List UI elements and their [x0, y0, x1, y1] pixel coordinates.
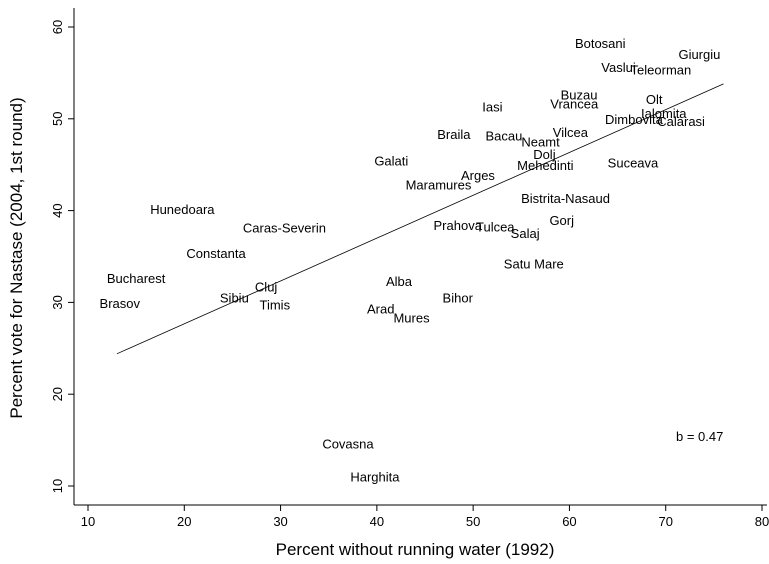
- point-label: Buzau: [561, 87, 598, 102]
- point-label: Iasi: [482, 99, 502, 114]
- point-label: Brasov: [100, 296, 141, 311]
- point-label: Galati: [374, 154, 408, 169]
- point-label: Mehedinti: [517, 158, 573, 173]
- point-label: Neamt: [521, 134, 560, 149]
- point-label: Salaj: [511, 226, 540, 241]
- point-label: Gorj: [549, 213, 574, 228]
- point-label: Bucharest: [107, 271, 166, 286]
- point-label: Vrancea: [550, 97, 599, 112]
- point-label: Calarasi: [657, 114, 705, 129]
- x-tick-label: 20: [177, 514, 191, 529]
- point-label: Harghita: [350, 469, 400, 484]
- x-tick-label: 10: [81, 514, 95, 529]
- point-label: Olt: [646, 92, 663, 107]
- point-label: Giurgiu: [678, 47, 720, 62]
- point-label: Arges: [461, 168, 495, 183]
- x-axis-title: Percent without running water (1992): [276, 540, 555, 559]
- point-label: Timis: [260, 298, 291, 313]
- point-label: Vilcea: [553, 125, 589, 140]
- point-label: Ialomita: [641, 106, 687, 121]
- y-tick-label: 10: [50, 479, 65, 493]
- x-tick-label: 80: [755, 514, 769, 529]
- point-label: Botosani: [575, 36, 626, 51]
- point-label: Cluj: [255, 279, 278, 294]
- point-label: Maramures: [406, 177, 472, 192]
- point-label: Mures: [393, 311, 430, 326]
- fit-line: [116, 83, 724, 355]
- x-tick-label: 30: [273, 514, 287, 529]
- point-label: Alba: [386, 274, 413, 289]
- point-label: Hunedoara: [150, 202, 215, 217]
- y-tick-label: 60: [50, 20, 65, 34]
- point-label: Sibiu: [220, 290, 249, 305]
- x-tick-label: 40: [370, 514, 384, 529]
- point-label: Bihor: [443, 290, 474, 305]
- point-label: Vaslui: [601, 60, 636, 75]
- x-tick-label: 50: [466, 514, 480, 529]
- point-label: Teleorman: [631, 63, 692, 78]
- point-label: Dimbovita: [605, 112, 664, 127]
- point-label: Braila: [437, 127, 471, 142]
- y-tick-label: 30: [50, 295, 65, 309]
- point-label: Suceava: [608, 155, 659, 170]
- y-axis-title: Percent vote for Nastase (2004, 1st roun…: [7, 97, 26, 418]
- point-label: Prahova: [434, 218, 483, 233]
- axes: [73, 8, 767, 506]
- y-tick-label: 50: [50, 112, 65, 126]
- point-label: Bistrita-Nasaud: [521, 191, 610, 206]
- point-label: Constanta: [186, 246, 246, 261]
- point-label: Bacau: [486, 129, 523, 144]
- point-label: Arad: [367, 301, 394, 316]
- y-tick-label: 40: [50, 203, 65, 217]
- ticks: 10 20 30 40 50 60 70 80 10 20 30 40 50 60: [50, 20, 769, 529]
- y-tick-label: 20: [50, 387, 65, 401]
- point-label: Caras-Severin: [243, 221, 326, 236]
- x-tick-label: 70: [658, 514, 672, 529]
- slope-annotation: b = 0.47: [676, 429, 723, 444]
- point-label: Covasna: [322, 436, 374, 451]
- point-label: Tulcea: [476, 220, 515, 235]
- point-label: Dolj: [533, 147, 556, 162]
- point-label: Satu Mare: [504, 256, 564, 271]
- x-tick-label: 60: [562, 514, 576, 529]
- fit-line-group: [116, 83, 724, 355]
